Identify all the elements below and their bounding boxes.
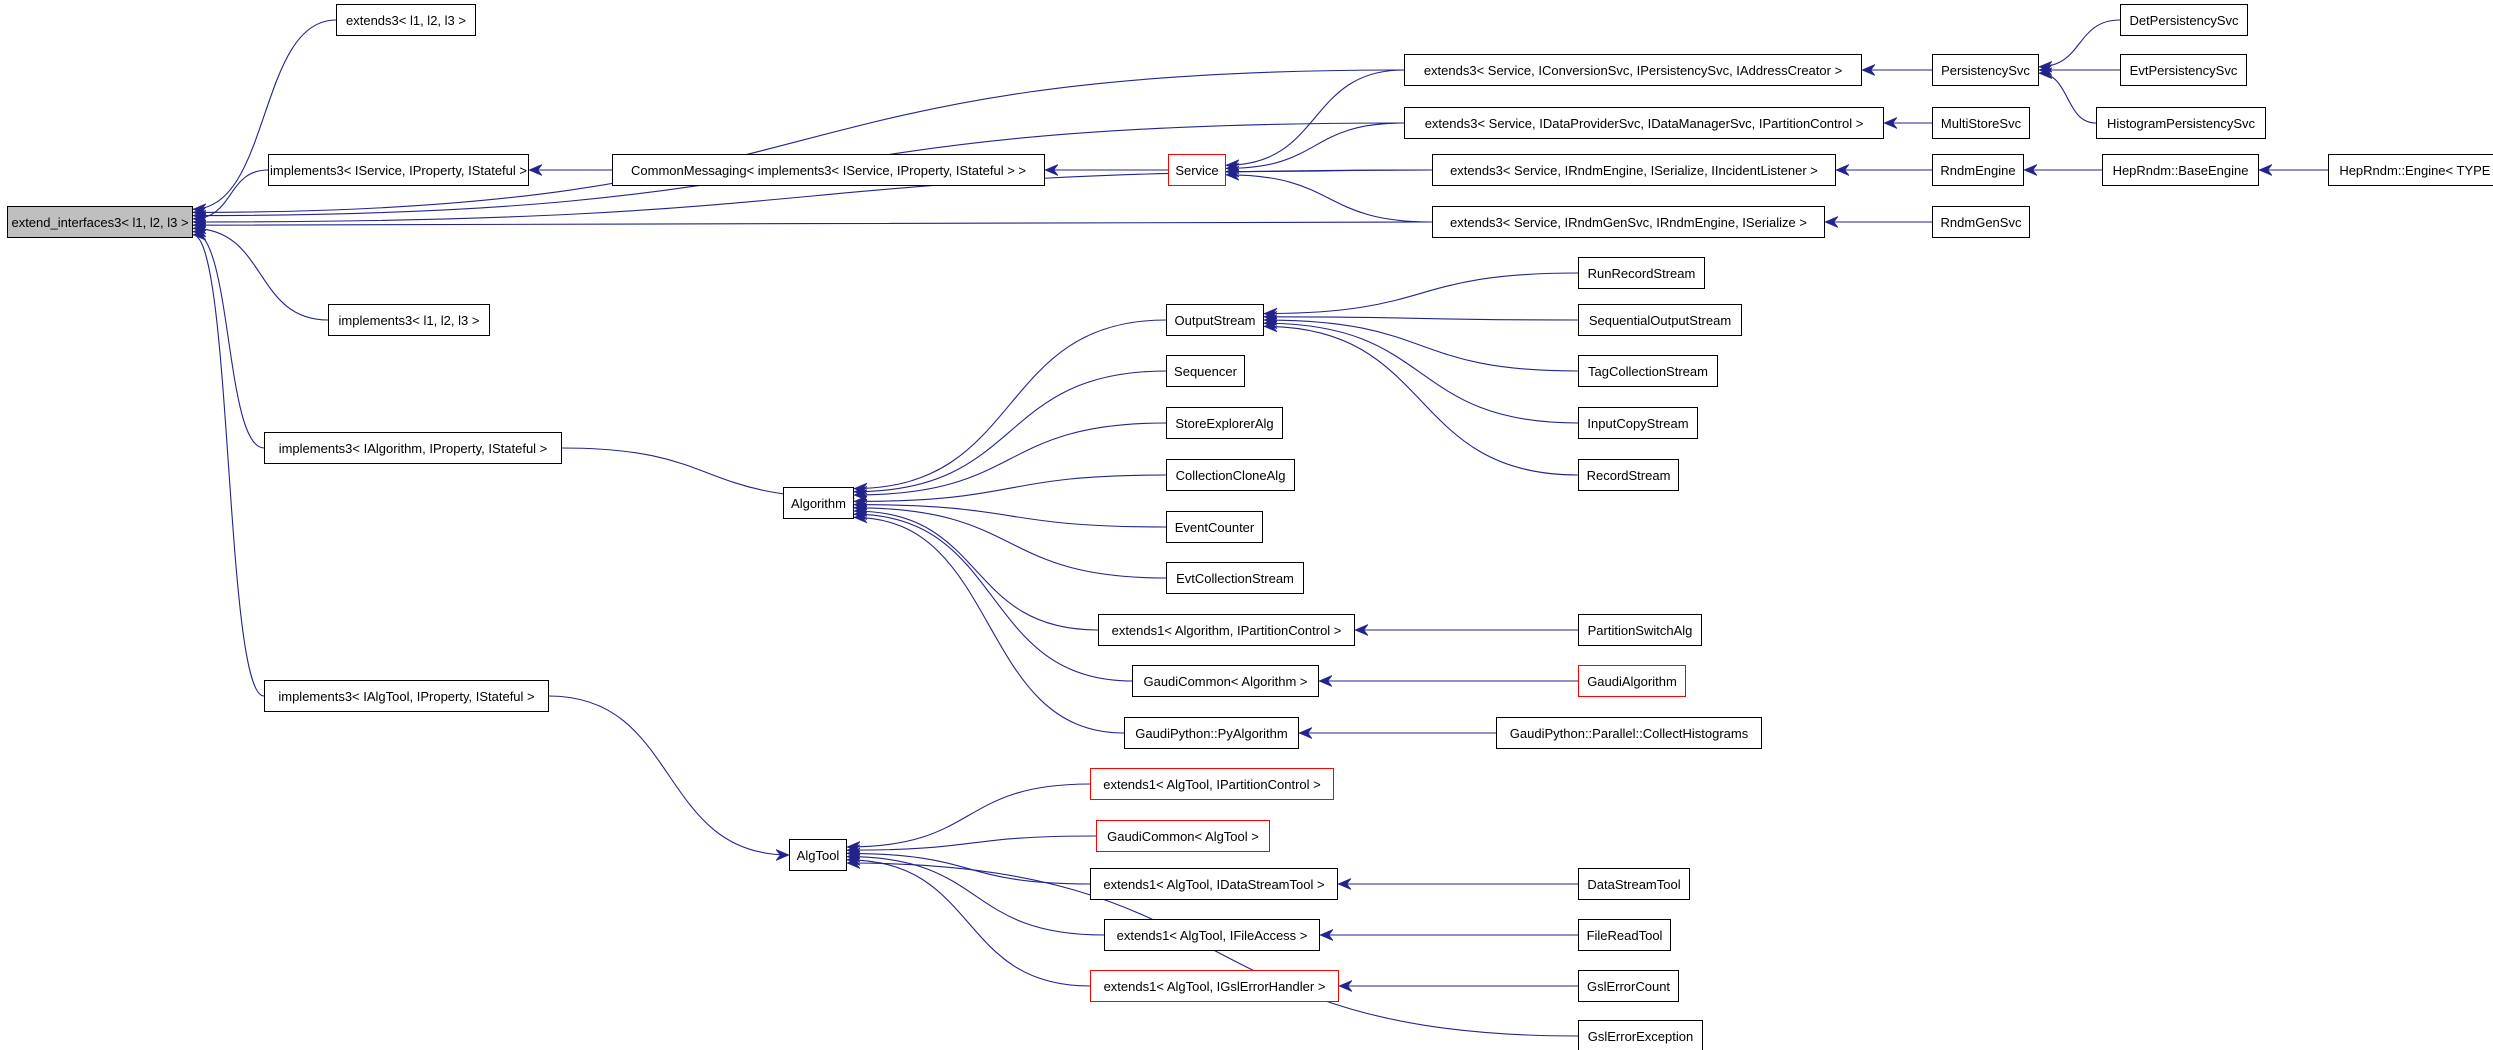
svg-text:Algorithm: Algorithm — [791, 496, 846, 511]
svg-text:SequentialOutputStream: SequentialOutputStream — [1589, 313, 1731, 328]
svg-text:Service: Service — [1175, 163, 1218, 178]
svg-text:HistogramPersistencySvc: HistogramPersistencySvc — [2107, 116, 2256, 131]
svg-text:EvtPersistencySvc: EvtPersistencySvc — [2130, 63, 2238, 78]
svg-text:PartitionSwitchAlg: PartitionSwitchAlg — [1588, 623, 1693, 638]
svg-text:CommonMessaging< implements3<: CommonMessaging< implements3< IService, … — [631, 163, 1026, 178]
svg-text:extends1< AlgTool, IPartitionC: extends1< AlgTool, IPartitionControl > — [1103, 777, 1321, 792]
svg-text:InputCopyStream: InputCopyStream — [1587, 416, 1688, 431]
svg-text:extends1< AlgTool, IGslErrorHa: extends1< AlgTool, IGslErrorHandler > — [1104, 979, 1326, 994]
svg-text:extends3< Service, IDataProvid: extends3< Service, IDataProviderSvc, IDa… — [1425, 116, 1864, 131]
svg-text:EventCounter: EventCounter — [1175, 520, 1255, 535]
svg-text:implements3< IAlgTool, IProper: implements3< IAlgTool, IProperty, IState… — [278, 689, 534, 704]
svg-text:extends1< AlgTool, IFileAccess: extends1< AlgTool, IFileAccess > — [1117, 928, 1308, 943]
svg-text:extends3< l1, l2, l3 >: extends3< l1, l2, l3 > — [346, 13, 466, 28]
svg-text:implements3< IService, IProper: implements3< IService, IProperty, IState… — [270, 163, 527, 178]
svg-text:CollectionCloneAlg: CollectionCloneAlg — [1176, 468, 1286, 483]
svg-text:OutputStream: OutputStream — [1175, 313, 1256, 328]
svg-text:RecordStream: RecordStream — [1587, 468, 1671, 483]
svg-text:FileReadTool: FileReadTool — [1587, 928, 1663, 943]
svg-text:extends3< Service, IRndmGenSvc: extends3< Service, IRndmGenSvc, IRndmEng… — [1450, 215, 1807, 230]
svg-text:HepRndm::Engine< TYPE >: HepRndm::Engine< TYPE > — [2339, 163, 2493, 178]
svg-text:AlgTool: AlgTool — [797, 848, 840, 863]
svg-text:implements3< IAlgorithm, IProp: implements3< IAlgorithm, IProperty, ISta… — [279, 441, 548, 456]
svg-text:EvtCollectionStream: EvtCollectionStream — [1176, 571, 1294, 586]
svg-text:DataStreamTool: DataStreamTool — [1587, 877, 1680, 892]
svg-text:extends3< Service, IConversion: extends3< Service, IConversionSvc, IPers… — [1424, 63, 1842, 78]
svg-text:DetPersistencySvc: DetPersistencySvc — [2129, 13, 2239, 28]
svg-text:GaudiPython::Parallel::Collect: GaudiPython::Parallel::CollectHistograms — [1510, 726, 1749, 741]
svg-text:RndmEngine: RndmEngine — [1940, 163, 2015, 178]
svg-text:TagCollectionStream: TagCollectionStream — [1588, 364, 1708, 379]
svg-text:extends1< Algorithm, IPartitio: extends1< Algorithm, IPartitionControl > — [1112, 623, 1342, 638]
svg-text:HepRndm::BaseEngine: HepRndm::BaseEngine — [2113, 163, 2249, 178]
svg-text:GaudiCommon< AlgTool >: GaudiCommon< AlgTool > — [1107, 829, 1259, 844]
svg-text:Sequencer: Sequencer — [1174, 364, 1238, 379]
svg-text:GslErrorException: GslErrorException — [1588, 1029, 1693, 1044]
svg-text:RndmGenSvc: RndmGenSvc — [1941, 215, 2022, 230]
svg-text:extend_interfaces3< l1, l2, l3: extend_interfaces3< l1, l2, l3 > — [11, 215, 188, 230]
svg-text:StoreExplorerAlg: StoreExplorerAlg — [1175, 416, 1273, 431]
svg-text:GaudiAlgorithm: GaudiAlgorithm — [1587, 674, 1677, 689]
svg-text:GaudiPython::PyAlgorithm: GaudiPython::PyAlgorithm — [1135, 726, 1287, 741]
svg-text:GslErrorCount: GslErrorCount — [1587, 979, 1670, 994]
svg-text:GaudiCommon< Algorithm >: GaudiCommon< Algorithm > — [1143, 674, 1307, 689]
svg-text:MultiStoreSvc: MultiStoreSvc — [1941, 116, 2022, 131]
svg-text:RunRecordStream: RunRecordStream — [1588, 266, 1696, 281]
svg-text:extends3< Service, IRndmEngine: extends3< Service, IRndmEngine, ISeriali… — [1450, 163, 1818, 178]
svg-text:implements3< l1, l2, l3 >: implements3< l1, l2, l3 > — [339, 313, 480, 328]
svg-text:extends1< AlgTool, IDataStream: extends1< AlgTool, IDataStreamTool > — [1103, 877, 1324, 892]
svg-text:PersistencySvc: PersistencySvc — [1941, 63, 2030, 78]
